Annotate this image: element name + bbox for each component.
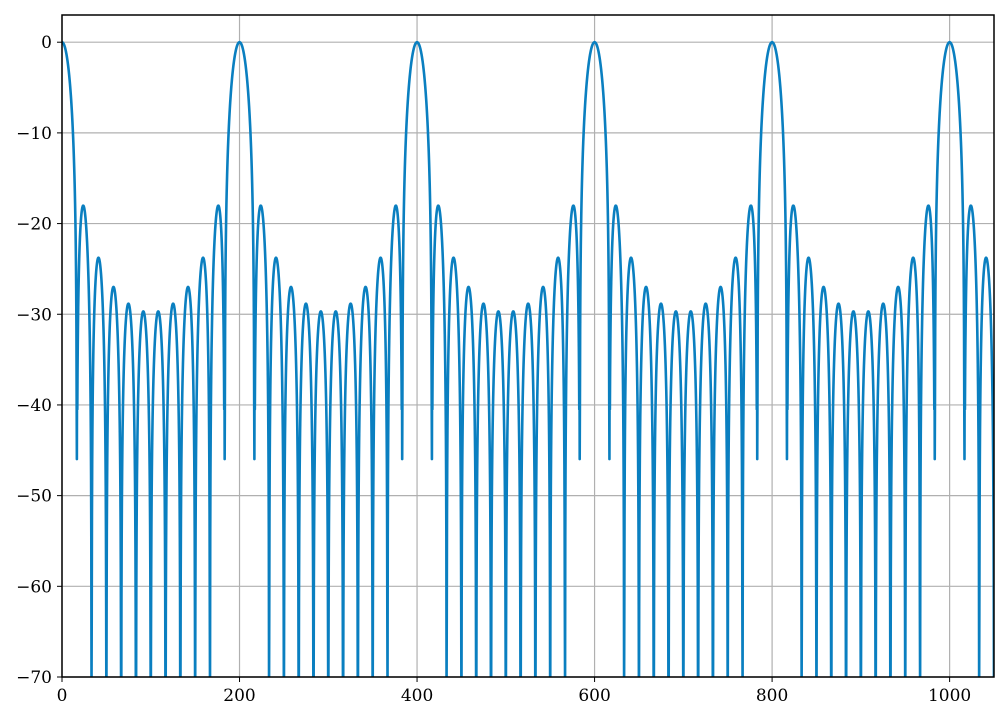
plot-frame [61,14,995,678]
y-tick-label: −10 [16,124,52,144]
x-tick-label: 800 [756,686,788,706]
y-tick-label: −20 [16,215,52,235]
y-tick-label: −30 [16,305,52,325]
y-tick-label: −40 [16,396,52,416]
y-tick-label: −70 [16,668,52,688]
series-layer [62,40,994,677]
x-tick-label: 1000 [928,686,971,706]
tick-labels: 0 200 400 600 800 1000 0 −10 −20 −30 −40 −50 −60 −70 [16,33,971,706]
plot-area [62,40,994,677]
y-tick-label: −50 [16,487,52,507]
x-tick-label: 0 [57,686,68,706]
x-tick-label: 600 [578,686,610,706]
series-line [62,40,994,677]
grid-lines [61,15,994,678]
x-tick-label: 400 [401,686,433,706]
axis-ticks [57,41,951,682]
y-tick-label: −60 [16,577,52,597]
y-tick-label: 0 [41,33,52,53]
x-tick-label: 200 [223,686,255,706]
